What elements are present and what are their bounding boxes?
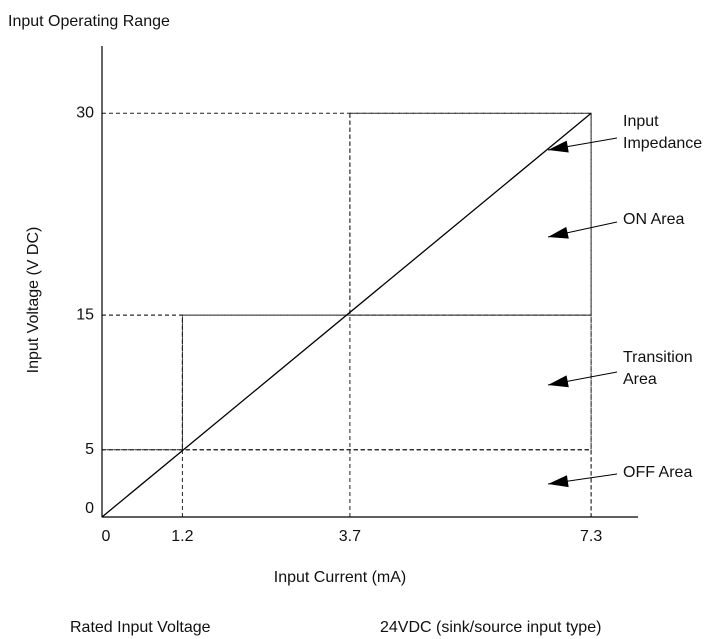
- footer-label: Rated Input Voltage: [70, 619, 211, 636]
- x-tick-label: 1.2: [171, 528, 193, 545]
- arrowhead: [548, 226, 569, 239]
- y-tick-label: 5: [85, 441, 94, 458]
- region: [101, 449, 592, 518]
- x-tick-label: 7.3: [580, 528, 602, 545]
- y-axis-label: Input Voltage (V DC): [25, 227, 42, 374]
- annotation: Transition Area: [623, 349, 693, 388]
- y-tick-label: 30: [76, 105, 94, 122]
- y-tick-label: 0: [85, 500, 94, 517]
- arrowhead: [548, 140, 569, 153]
- x-tick-label: 0: [102, 528, 111, 545]
- arrowhead: [548, 375, 569, 388]
- annotation: Input Impedance: [623, 113, 702, 152]
- footer-value: 24VDC (sink/source input type): [380, 619, 601, 636]
- arrowhead: [548, 475, 569, 488]
- y-tick-label: 15: [76, 306, 94, 323]
- annotation: OFF Area: [623, 464, 692, 481]
- region: [181, 314, 592, 451]
- x-axis-label: Input Current (mA): [274, 569, 406, 586]
- annotation: ON Area: [623, 211, 684, 228]
- title: Input Operating Range: [8, 13, 170, 30]
- impedance-line: [101, 112, 592, 518]
- x-tick-label: 3.7: [339, 528, 361, 545]
- region: [101, 314, 183, 451]
